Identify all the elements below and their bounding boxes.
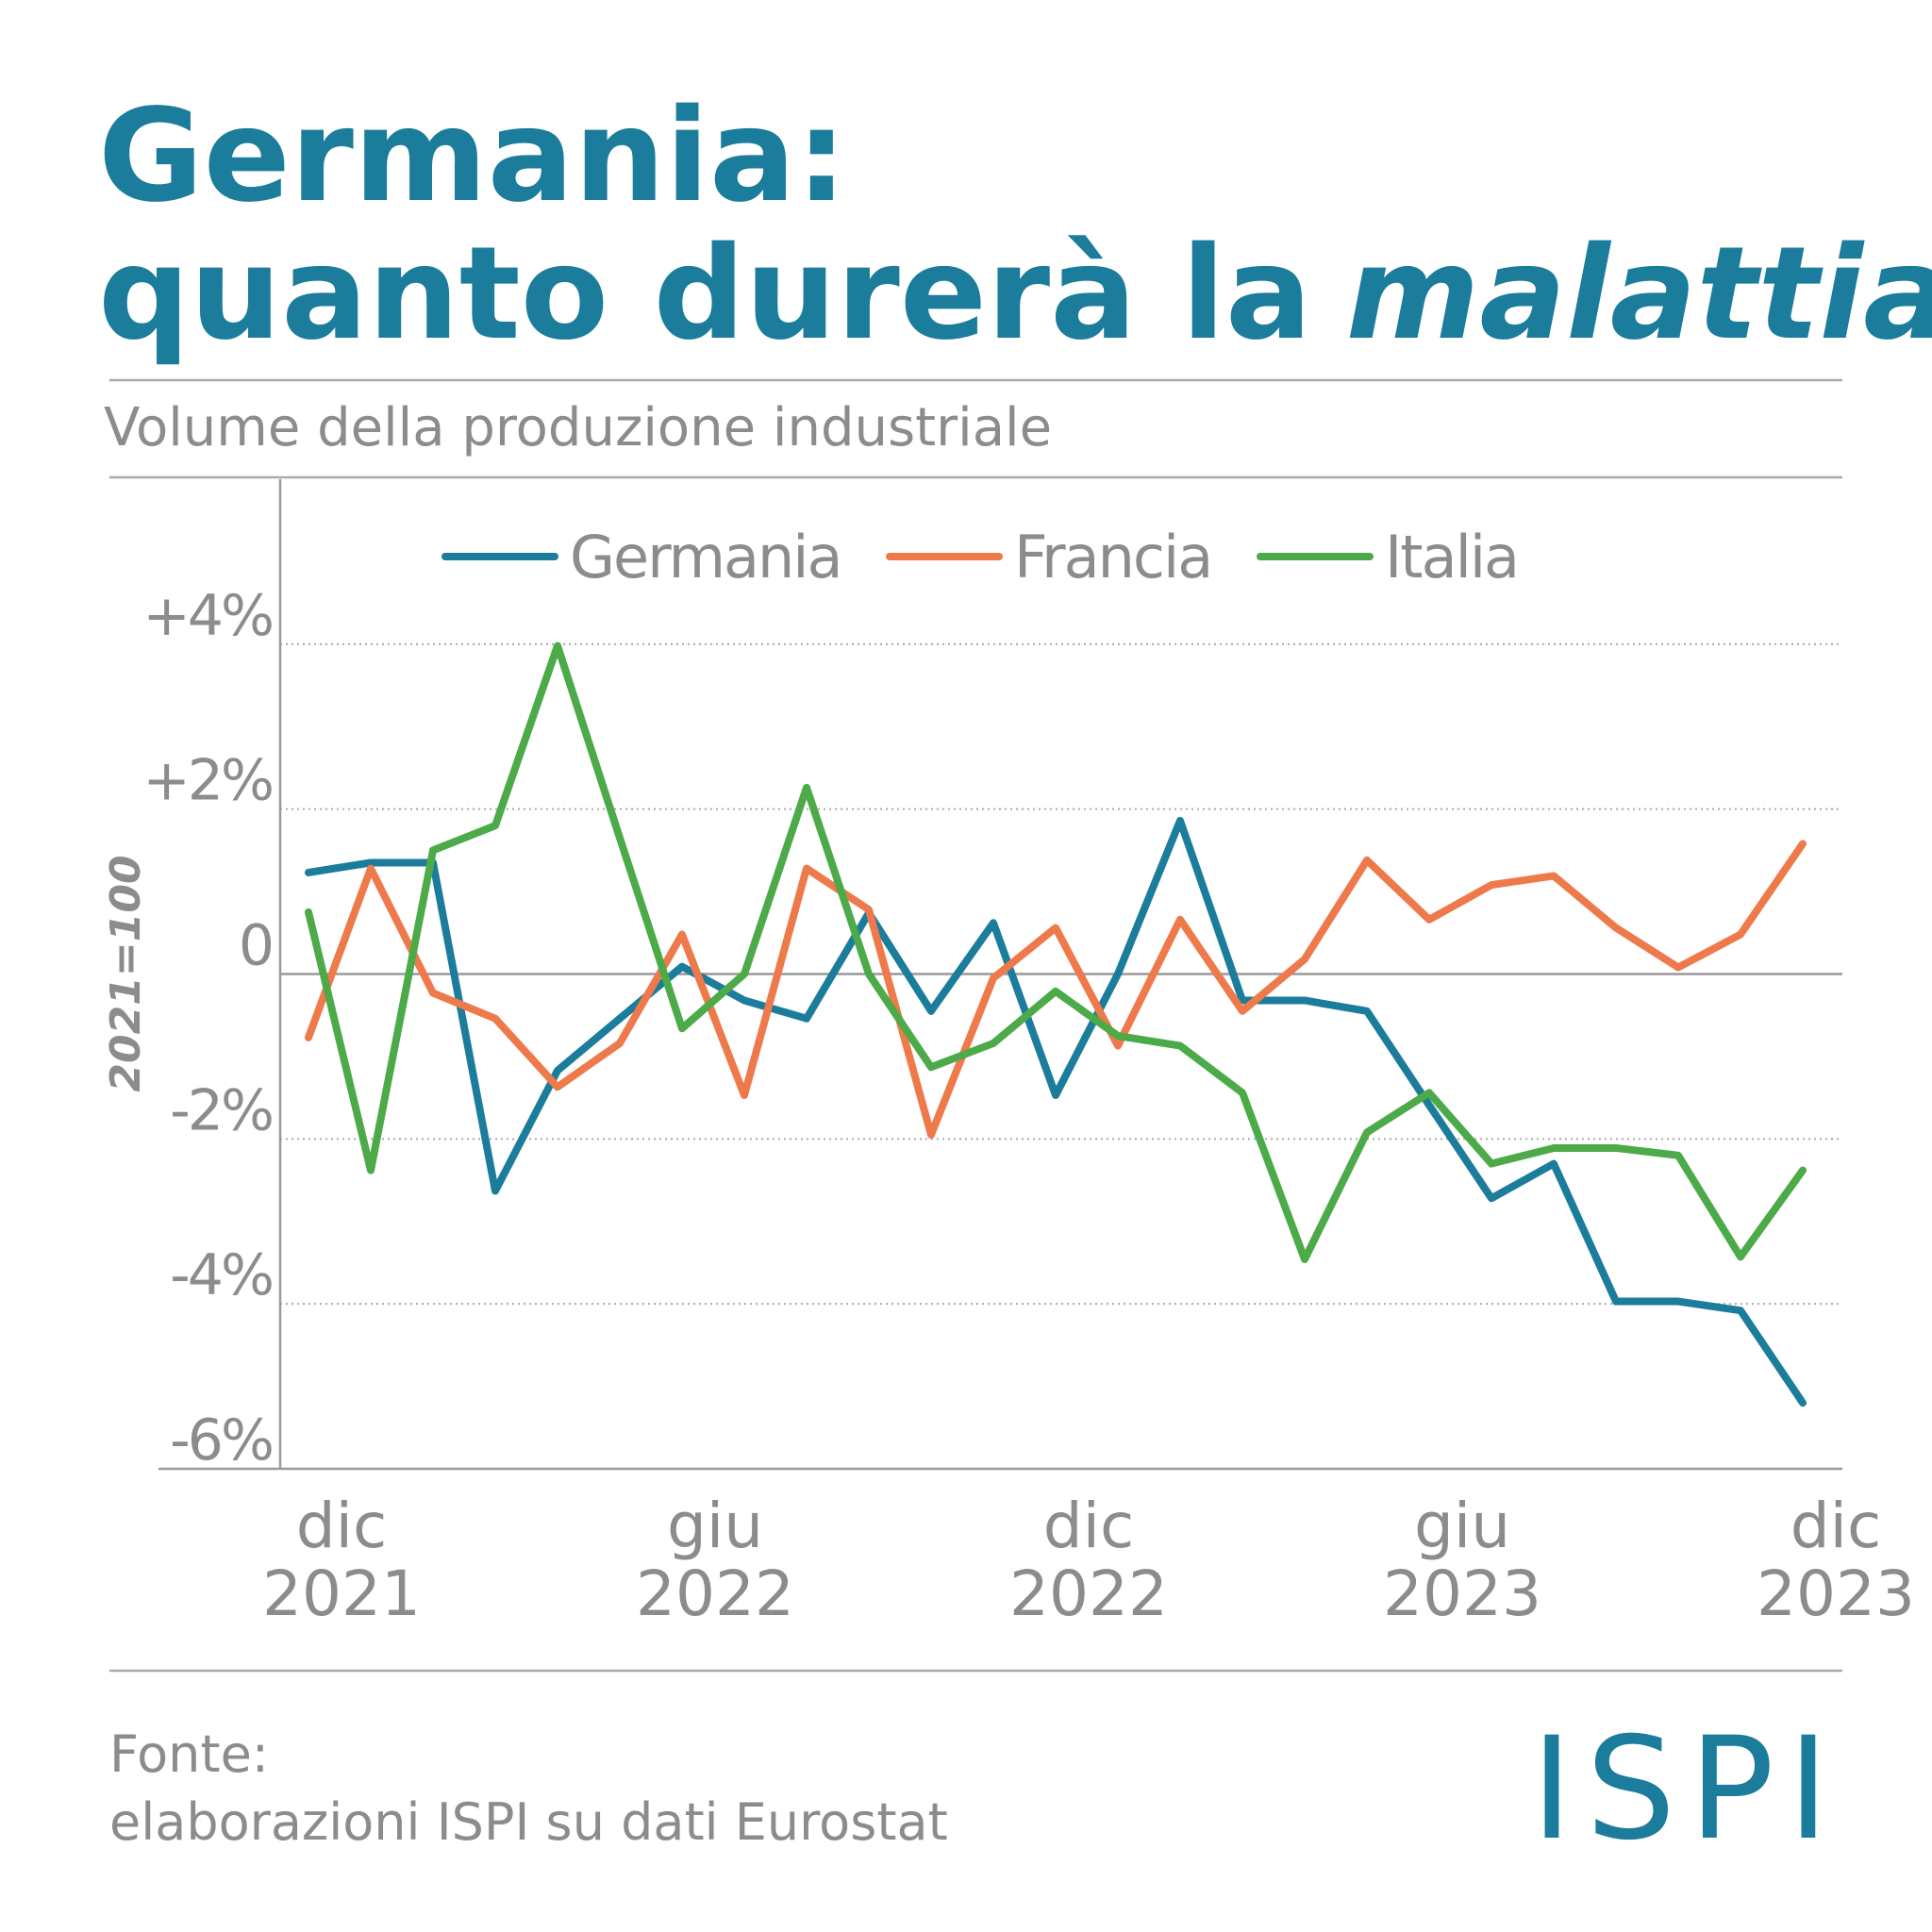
y-tick-label: -6% [170, 1407, 272, 1474]
x-tick-label: giu 2022 [636, 1490, 794, 1630]
logo: ISPI [1531, 1707, 1842, 1872]
legend-label: Germania [570, 523, 841, 591]
x-tick-label-line: 2022 [1009, 1557, 1168, 1630]
subtitle: Volume della produzione industriale [104, 397, 1052, 458]
legend-label: Italia [1385, 523, 1518, 591]
x-tick-label: giu 2023 [1383, 1490, 1541, 1630]
source: elaborazioni ISPI su dati Eurostat [109, 1792, 948, 1852]
title-emphasis: malattia [1346, 220, 1932, 369]
x-tick-label-line: giu [667, 1490, 763, 1562]
series-line [305, 840, 1807, 1139]
x-tick-label-line: dic [1043, 1490, 1135, 1562]
series-line [305, 816, 1807, 1407]
x-tick-label: dic 2021 [262, 1490, 421, 1630]
x-tick-label-line: 2021 [262, 1557, 421, 1630]
x-tick-label-line: giu [1414, 1490, 1510, 1562]
x-tick-label-line: dic [296, 1490, 388, 1562]
x-tick-label-line: 2022 [636, 1557, 794, 1630]
chart-title: Germania: [98, 82, 847, 231]
legend-label: Francia [1014, 523, 1211, 591]
y-axis-label: 2021=100 [102, 855, 150, 1091]
series-line [305, 641, 1807, 1263]
y-tick-label: +2% [143, 748, 272, 814]
y-tick-label: -4% [170, 1242, 272, 1308]
title-part: quanto durerà la [98, 220, 1312, 369]
x-tick-label-line: 2023 [1757, 1557, 1915, 1630]
y-tick-label: +4% [143, 583, 272, 649]
source: Fonte: [109, 1724, 269, 1784]
x-tick-label-line: 2023 [1383, 1557, 1541, 1630]
x-tick-label: dic 2023 [1757, 1490, 1915, 1630]
x-tick-label: dic 2022 [1009, 1490, 1168, 1630]
y-tick-label: 0 [239, 913, 272, 979]
x-tick-label-line: dic [1790, 1490, 1882, 1562]
y-tick-label: -2% [170, 1077, 272, 1143]
